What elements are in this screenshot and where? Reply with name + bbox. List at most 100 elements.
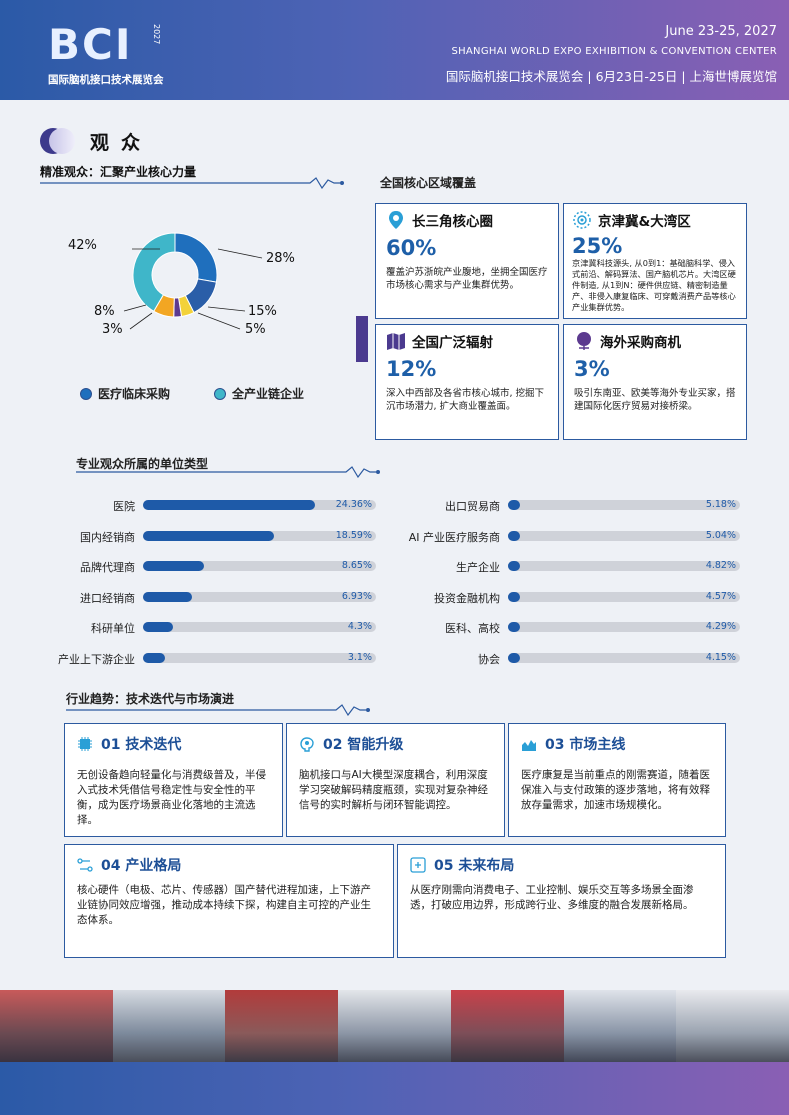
- region-card-yangtze: 长三角核心圈 60% 覆盖沪苏浙皖产业腹地，坐拥全国医疗市场核心需求与产业集群优…: [375, 203, 559, 319]
- region-desc: 吸引东南亚、欧美等海外专业买家，搭建国际化医疗贸易对接桥梁。: [574, 388, 736, 412]
- trend-desc: 核心硬件（电极、芯片、传感器）国产替代进程加速，上下游产业链协同效应增强，推动成…: [77, 884, 371, 926]
- bar-fill-left-0: [143, 500, 315, 510]
- bar-fill-right-0: [508, 500, 521, 510]
- bar-track-left-2: 8.65%: [143, 560, 376, 571]
- trend-title: 01 技术迭代: [101, 737, 182, 753]
- bar-fill-right-2: [508, 561, 520, 571]
- region-desc: 京津冀科技源头, 从0到1：基础脑科学、侵入式前沿、解码算法、国产脑机芯片。大湾…: [572, 258, 736, 312]
- region-desc: 覆盖沪苏浙皖产业腹地，坐拥全国医疗市场核心需求与产业集群优势。: [386, 267, 548, 291]
- bar-label-left-0: 医院: [113, 500, 135, 513]
- bar-label-right-4: 医科、高校: [445, 622, 500, 635]
- photo-crowd-2: [112, 990, 226, 1062]
- donut-leader-line: [123, 304, 147, 312]
- region-card-national: 全国广泛辐射 12% 深入中西部及各省市核心城市, 挖掘下沉市场潜力, 扩大商业…: [375, 324, 559, 440]
- bar-value-left-2: 8.65%: [341, 560, 372, 571]
- audience-subtitle: 精准观众：汇聚产业核心力量: [40, 165, 197, 179]
- exhibition-photo-strip: [0, 990, 789, 1062]
- donut-svg: [123, 232, 263, 330]
- logo-year: 2027: [152, 24, 161, 45]
- region-pct: 25%: [572, 234, 623, 258]
- donut-slice-42: [132, 232, 176, 312]
- trends-title: 行业趋势：技术迭代与市场演进: [66, 692, 235, 706]
- logo-text: BCI: [48, 20, 133, 69]
- region-card-jingjinji: 京津冀&大湾区 25% 京津冀科技源头, 从0到1：基础脑科学、侵入式前沿、解码…: [563, 203, 747, 319]
- donut-label-15: 15%: [248, 304, 277, 319]
- header-banner: BCI 2027 国际脑机接口技术展览会 June 23-25, 2027 SH…: [0, 0, 789, 100]
- photo-crowd-4: [338, 990, 451, 1062]
- region-title: 全国广泛辐射: [412, 335, 493, 351]
- globe-icon: [577, 332, 591, 350]
- bar-fill-left-3: [143, 591, 192, 602]
- photo-crowd-3: [225, 990, 339, 1062]
- photo-crowd-1: [0, 990, 113, 1062]
- units-divider: [76, 466, 380, 478]
- bar-value-right-2: 4.82%: [705, 560, 736, 571]
- trend-desc: 从医疗刚需向消费电子、工业控制、娱乐交互等多场景全面渗透，打破应用边界，形成跨行…: [410, 884, 694, 911]
- legend-dot: [80, 387, 92, 400]
- bar-label-right-3: 投资金融机构: [434, 591, 500, 605]
- brain-icon: [300, 737, 314, 752]
- region-pct: 3%: [574, 357, 610, 381]
- event-date: June 23-25, 2027: [665, 24, 777, 39]
- chart-icon: [522, 740, 536, 751]
- region-pct: 60%: [386, 236, 437, 260]
- expand-icon: [410, 857, 426, 873]
- chip-icon: [78, 737, 92, 751]
- bar-track-right-0: 5.18%: [508, 499, 740, 510]
- bar-label-left-4: 科研单位: [91, 622, 135, 635]
- region-title: 长三角核心圈: [412, 214, 493, 230]
- trend-desc: 医疗康复是当前重点的刚需赛道，随着医保准入与支付政策的逐步落地，将有效释放存量需…: [521, 769, 710, 811]
- trend-desc: 脑机接口与AI大模型深度耦合，利用深度学习突破解码精度瓶颈，实现对复杂神经信号的…: [299, 769, 488, 811]
- donut-label-42: 42%: [68, 238, 97, 253]
- donut-leader-line: [217, 248, 263, 259]
- bar-label-right-2: 生产企业: [456, 561, 500, 574]
- bar-label-right-0: 出口贸易商: [445, 500, 500, 513]
- bar-value-right-0: 5.18%: [705, 499, 736, 510]
- bar-value-left-1: 18.59%: [335, 529, 372, 541]
- regions-title: 全国核心区域覆盖: [380, 176, 477, 190]
- legend-dot: [214, 387, 226, 400]
- legend-label: 全产业链企业: [232, 387, 305, 401]
- bar-fill-left-4: [143, 622, 174, 632]
- trend-title: 03 市场主线: [545, 737, 626, 753]
- donut-label-28: 28%: [266, 251, 295, 266]
- bar-fill-left-2: [143, 561, 205, 571]
- bar-value-left-4: 4.3%: [347, 621, 372, 632]
- bar-value-left-5: 3.1%: [347, 651, 372, 663]
- bar-track-right-1: 5.04%: [508, 529, 740, 541]
- donut-label-3: 3%: [102, 322, 123, 337]
- bar-fill-right-5: [508, 652, 520, 663]
- location-pin-icon: [389, 211, 403, 229]
- trend-card-1: 01 技术迭代 无创设备趋向轻量化与消费级普及，半侵入式技术凭借信号稳定性与安全…: [64, 723, 283, 837]
- bar-value-right-1: 5.04%: [705, 529, 736, 541]
- section-title-text: 观众: [90, 131, 153, 154]
- bar-label-left-2: 品牌代理商: [80, 561, 135, 574]
- bar-fill-left-1: [143, 530, 275, 541]
- donut-label-8: 8%: [94, 304, 115, 319]
- trend-title: 02 智能升级: [323, 737, 404, 753]
- flow-icon: [77, 858, 93, 872]
- section-circles-icon: [40, 128, 78, 154]
- bar-fill-right-4: [508, 622, 520, 632]
- units-title: 专业观众所属的单位类型: [76, 457, 209, 471]
- legend-item-industry: 全产业链企业: [214, 385, 304, 402]
- bar-fill-right-1: [508, 530, 520, 541]
- donut-leader-line: [129, 312, 153, 330]
- bar-fill-left-5: [143, 652, 165, 663]
- bci-logo: BCI 2027 国际脑机接口技术展览会: [48, 20, 178, 90]
- audience-donut-chart: 42% 28% 15% 5% 3% 8%: [40, 225, 340, 355]
- photo-crowd-6: [563, 990, 677, 1062]
- bar-track-right-4: 4.29%: [508, 621, 740, 632]
- logo-cn: 国际脑机接口技术展览会: [48, 74, 164, 86]
- region-card-overseas: 海外采购商机 3% 吸引东南亚、欧美等海外专业买家，搭建国际化医疗贸易对接桥梁。: [563, 324, 747, 440]
- map-icon: [387, 333, 405, 350]
- event-venue: SHANGHAI WORLD EXPO EXHIBITION & CONVENT…: [451, 46, 777, 57]
- bar-track-left-3: 6.93%: [143, 591, 376, 602]
- bar-track-left-5: 3.1%: [143, 651, 376, 663]
- bar-label-left-1: 国内经销商: [80, 530, 135, 544]
- bar-value-right-5: 4.15%: [705, 651, 736, 663]
- donut-slice-28: [174, 232, 218, 283]
- trend-desc: 无创设备趋向轻量化与消费级普及，半侵入式技术凭借信号稳定性与安全性的平衡，成为医…: [77, 769, 266, 826]
- donut-leader-line: [197, 312, 241, 330]
- photo-crowd-5: [450, 990, 564, 1062]
